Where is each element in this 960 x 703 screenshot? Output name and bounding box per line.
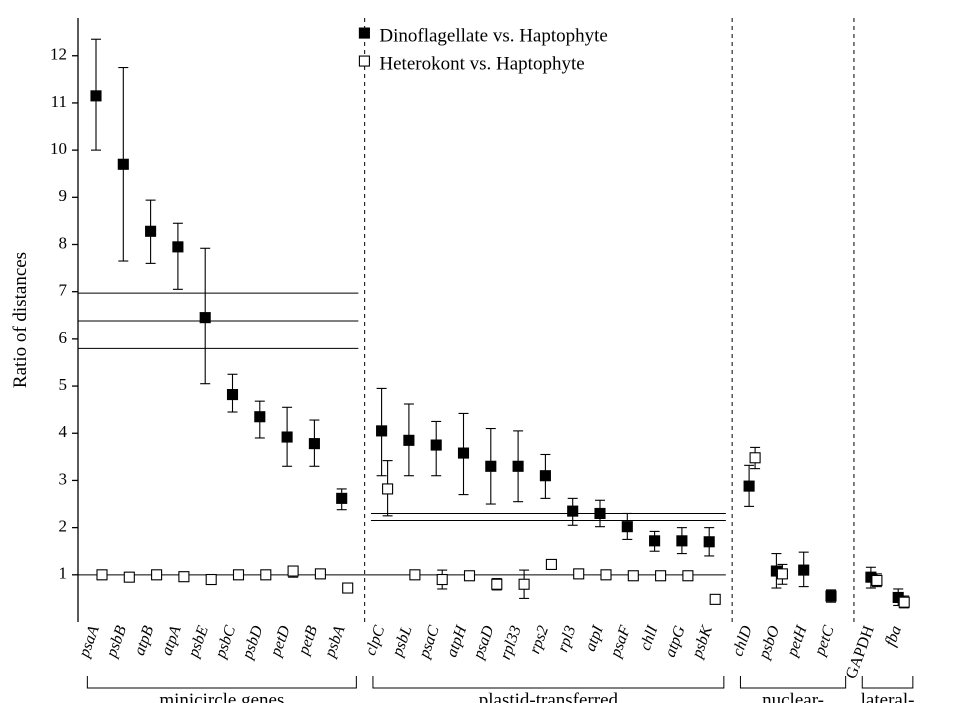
gene-label: psbB (103, 623, 130, 660)
y-tick-label: 5 (59, 375, 68, 394)
y-tick-label: 6 (59, 328, 68, 347)
gene-label: atpB (131, 623, 157, 657)
gene-label: atpI (582, 623, 607, 654)
y-tick-label: 8 (59, 233, 68, 252)
y-tick-label: 12 (50, 45, 67, 64)
gene-label: atpA (158, 623, 184, 657)
gene-label: petC (811, 623, 838, 658)
y-tick-label: 2 (59, 517, 68, 536)
group-label: minicircle genes (159, 690, 284, 703)
legend-label: Dinoflagellate vs. Haptophyte (379, 25, 607, 46)
gene-label: psbE (185, 623, 212, 660)
gene-label: petD (267, 623, 294, 659)
y-tick-label: 11 (51, 92, 67, 111)
gene-label: clpC (362, 623, 388, 658)
gene-label: psbO (755, 623, 783, 662)
gene-label: atpG (662, 623, 689, 659)
gene-label: fba (882, 624, 905, 649)
y-tick-label: 3 (59, 469, 68, 488)
gene-label: psaF (607, 623, 634, 660)
gene-label: psaA (75, 623, 102, 660)
gene-label: chlD (729, 623, 756, 658)
gene-label: chlI (637, 623, 662, 653)
gene-label: psbA (321, 623, 348, 660)
group-label: lateral- (861, 690, 915, 703)
gene-label: psbL (389, 623, 416, 659)
gene-label: petH (784, 622, 811, 659)
ratio-distance-chart: 123456789101112Ratio of distancespsaApsb… (0, 0, 960, 703)
gene-label: petB (295, 623, 321, 658)
group-label: nuclear- (762, 690, 824, 703)
y-axis-label: Ratio of distances (10, 252, 31, 388)
group-label: plastid-transferred (479, 690, 619, 703)
gene-label: psbK (688, 622, 716, 661)
gene-label: psbD (239, 623, 267, 662)
gene-label: rpl33 (497, 624, 525, 662)
gene-label: rps2 (526, 624, 552, 657)
y-tick-label: 9 (59, 186, 68, 205)
gene-label: psaC (415, 623, 443, 661)
gene-label: GAPDH (843, 623, 878, 681)
y-tick-label: 4 (59, 422, 68, 441)
gene-label: atpH (443, 622, 470, 659)
gene-label: rpl3 (554, 624, 579, 655)
y-tick-label: 7 (59, 281, 68, 300)
legend-label: Heterokont vs. Haptophyte (379, 53, 584, 74)
gene-label: psbC (212, 623, 240, 661)
y-tick-label: 10 (50, 139, 67, 158)
gene-label: psaD (470, 623, 498, 662)
y-tick-label: 1 (59, 564, 68, 583)
